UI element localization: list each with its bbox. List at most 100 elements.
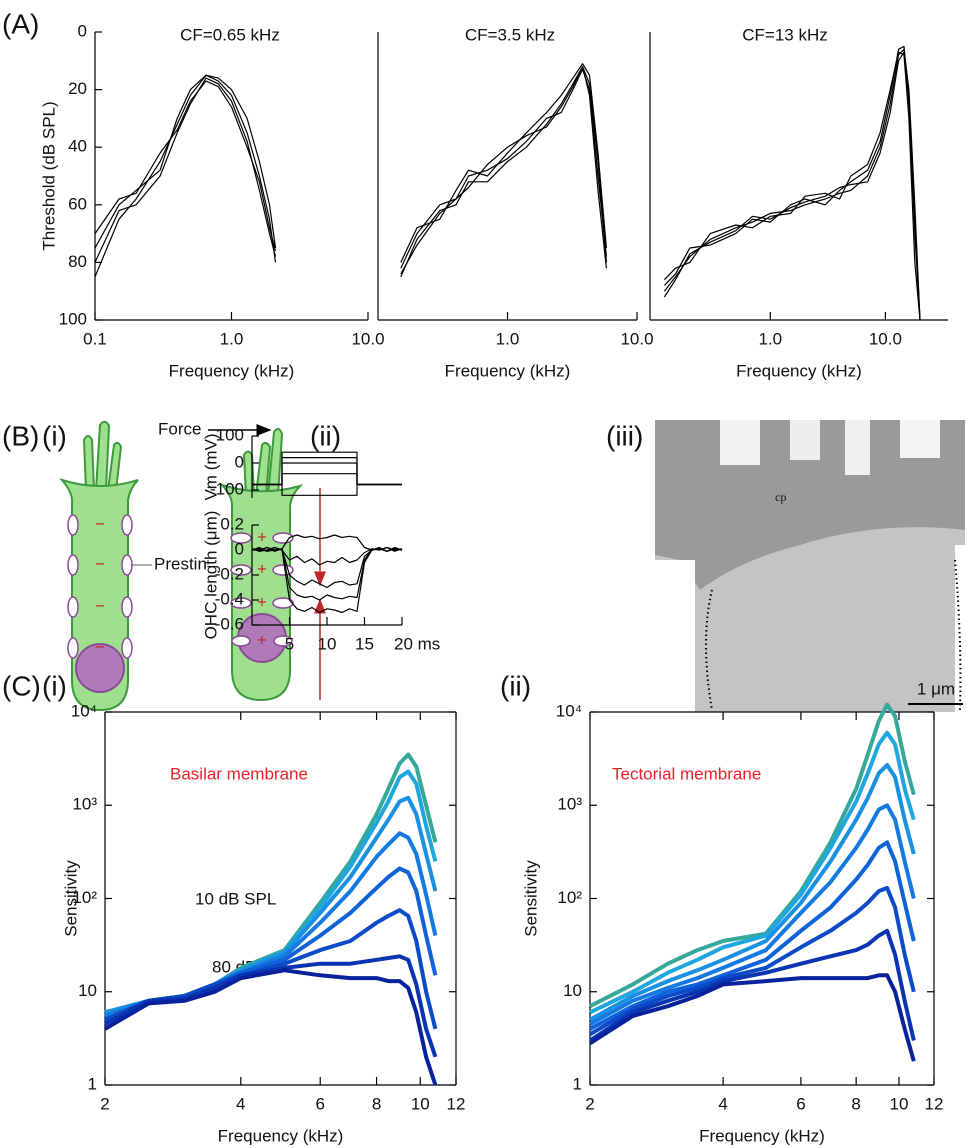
force-label: Force (158, 419, 201, 438)
x-tick-label: 8 (851, 1094, 860, 1113)
data-line (588, 973, 916, 1062)
data-line (589, 763, 916, 1022)
y-tick-label: 1 (88, 1074, 97, 1093)
y-tick-label: -0.2 (215, 564, 244, 583)
panel-label: (i) (42, 670, 67, 701)
panel-label: (ii) (500, 670, 531, 701)
y-tick-label: 1 (573, 1074, 582, 1093)
y-tick-label: 100 (59, 309, 87, 328)
x-tick-label: 10.0 (351, 329, 384, 348)
panel-label: (iii) (606, 420, 643, 451)
data-line (589, 803, 916, 1026)
y-tick-label: 10 (78, 981, 97, 1000)
y-tick-label: 40 (68, 137, 87, 156)
y-tick-label: 20 (68, 79, 87, 98)
y-tick-label: 10⁴ (556, 701, 582, 720)
y-axis-label: Sensitivity (521, 860, 540, 937)
prestin-label: Prestin (154, 554, 207, 573)
x-tick-label: 1.0 (496, 329, 520, 348)
data-line (94, 74, 277, 278)
x-tick-label: 12 (447, 1094, 466, 1113)
data-line (589, 702, 916, 1008)
data-line (588, 928, 916, 1043)
y-axis-label: Vm (mV) (201, 433, 220, 500)
x-tick-label: 8 (372, 1094, 381, 1113)
nucleus (75, 643, 125, 693)
chart-title: CF=13 kHz (742, 25, 828, 44)
x-axis-label: Frequency (kHz) (169, 361, 295, 380)
panel-label: (i) (42, 420, 67, 451)
scale-bar-label: 1 μm (917, 679, 955, 698)
data-line (663, 45, 921, 321)
data-line (663, 48, 921, 321)
x-tick-label: 5 (285, 634, 294, 653)
annotation: 10 dB SPL (195, 889, 276, 908)
charge: + (257, 527, 267, 546)
data-line (663, 51, 921, 321)
y-tick-label: 10² (557, 888, 582, 907)
data-line (588, 885, 916, 1037)
x-tick-label: 0.1 (83, 329, 107, 348)
data-line (104, 954, 438, 1058)
y-tick-label: 10² (72, 888, 97, 907)
y-tick-label: 10³ (72, 795, 97, 814)
x-tick-label: 10.0 (869, 329, 902, 348)
data-line (663, 51, 921, 321)
x-tick-label: 4 (718, 1094, 727, 1113)
y-axis-label: Threshold (dB SPL) (39, 101, 58, 250)
x-tick-label: 1.0 (759, 329, 783, 348)
panel-label: (C) (2, 670, 41, 701)
y-tick-label: -100 (210, 479, 244, 498)
y-axis-label: Sensitivity (61, 860, 80, 937)
data-line (104, 908, 438, 1030)
charge: + (257, 630, 267, 649)
data-line (94, 74, 277, 249)
y-tick-label: 10 (563, 981, 582, 1000)
x-axis-label: Frequency (kHz) (445, 361, 571, 380)
charge: − (95, 514, 105, 533)
y-tick-label: -0.4 (215, 589, 244, 608)
prestin-ovals (67, 514, 133, 659)
charge: − (95, 596, 105, 615)
chart-title: CF=0.65 kHz (180, 25, 280, 44)
x-tick-label: 15 (355, 634, 374, 653)
x-tick-label: 10 (318, 634, 337, 653)
y-tick-label: 80 (68, 252, 87, 271)
x-axis-label: Frequency (kHz) (699, 1126, 825, 1145)
data-line (400, 66, 607, 275)
data-line (400, 63, 607, 263)
x-tick-label: 10 (890, 1094, 909, 1113)
y-tick-label: 10³ (557, 795, 582, 814)
x-tick-label: 20 ms (394, 634, 440, 653)
data-line (251, 546, 403, 601)
y-tick-label: 60 (68, 194, 87, 213)
data-line (589, 840, 916, 1031)
charge-labels: − − − − (95, 514, 105, 656)
x-tick-label: 6 (796, 1094, 805, 1113)
y-tick-label: -0.6 (215, 614, 244, 633)
x-tick-label: 12 (925, 1094, 944, 1113)
panel-label: (B) (2, 420, 39, 451)
charge: − (95, 554, 105, 573)
charge: + (257, 559, 267, 578)
y-tick-label: 0 (235, 539, 244, 558)
x-tick-label: 10 (411, 1094, 430, 1113)
x-tick-label: 2 (585, 1094, 594, 1113)
charge-labels: + + + + (257, 527, 267, 649)
x-tick-label: 1.0 (220, 329, 244, 348)
y-tick-label: 100 (216, 425, 244, 444)
annotation: Basilar membrane (170, 764, 308, 783)
y-axis-label: OHC length (μm) (201, 511, 220, 640)
y-tick-label: 0.2 (220, 514, 244, 533)
x-tick-label: 10.0 (620, 329, 653, 348)
region-label: cp (775, 490, 786, 504)
annotation: Tectorial membrane (612, 764, 761, 783)
charge: − (95, 637, 105, 656)
data-line (589, 730, 916, 1015)
x-axis-label: Frequency (kHz) (218, 1126, 344, 1145)
data-line (94, 77, 277, 263)
data-line (94, 80, 277, 252)
y-tick-label: 0 (235, 452, 244, 471)
x-axis-label: Frequency (kHz) (736, 361, 862, 380)
